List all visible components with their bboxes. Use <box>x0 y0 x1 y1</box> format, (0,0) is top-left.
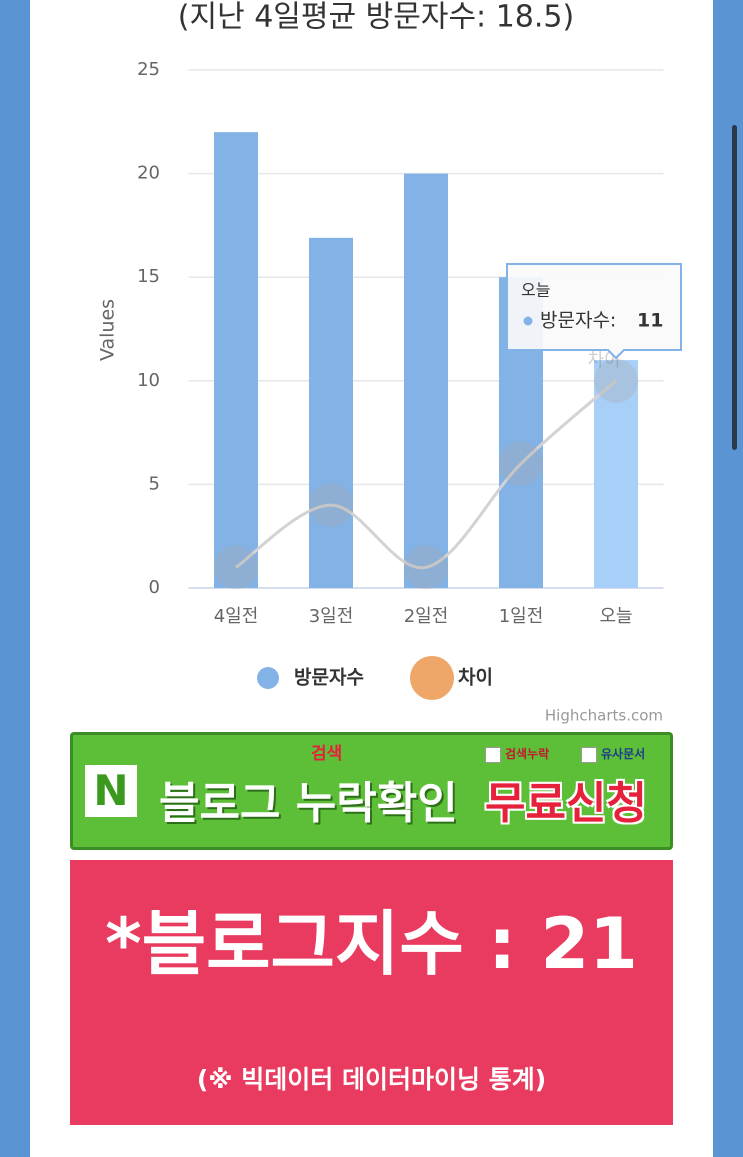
index-box: *블로그지수 : 21 (※ 빅데이터 데이터마이닝 통계) <box>70 860 673 1125</box>
tooltip-box <box>506 263 682 360</box>
legend-label: 차이 <box>458 667 493 689</box>
check-text: 검색누락 <box>505 747 550 761</box>
line <box>235 379 617 570</box>
x-tick-label: 오늘 <box>599 606 632 627</box>
credits[interactable]: Highcharts.com <box>545 707 663 725</box>
bar <box>594 360 638 588</box>
tooltip-text: 방문자수: <box>540 310 616 332</box>
promo-banner[interactable]: N 검색 검색누락 유사문서 블로그 누락확인 무료신청 <box>70 732 673 850</box>
chart: (지난 4일평균 방문자수: 18.5) Values Highcharts.c… <box>97 0 682 725</box>
banner-text: 블로그 누락확인 <box>159 778 458 829</box>
legend-symbol <box>410 656 454 700</box>
y-tick-label: 20 <box>137 163 160 184</box>
y-tick-label: 15 <box>137 266 160 287</box>
x-tick-label: 1일전 <box>499 606 544 627</box>
y-axis-label: Values <box>97 299 119 361</box>
x-tick-label: 4일전 <box>214 606 259 627</box>
logo: N <box>85 765 137 817</box>
y-tick-label: 0 <box>149 577 160 598</box>
tooltip-dot <box>523 316 533 326</box>
y-tick-label: 5 <box>149 473 160 494</box>
x-tick-label: 3일전 <box>309 606 354 627</box>
bar <box>404 173 448 588</box>
bar <box>309 237 353 588</box>
point <box>309 483 353 528</box>
tooltip-title: 오늘 <box>521 281 550 300</box>
check-label: 검색누락 <box>485 745 549 763</box>
x-tick-label: 2일전 <box>404 606 449 627</box>
index-title: *블로그지수 : 21 <box>105 903 638 985</box>
point <box>499 441 543 486</box>
search-label: 검색 <box>311 744 343 764</box>
scrollbar[interactable] <box>732 125 737 450</box>
tooltip-value: 11 <box>637 310 663 332</box>
legend-symbol <box>257 667 279 689</box>
chart-title: (지난 4일평균 방문자수: 18.5) <box>178 0 574 35</box>
check-text: 유사문서 <box>601 747 646 761</box>
bar <box>214 132 258 588</box>
point <box>214 545 258 590</box>
y-tick-label: 10 <box>137 370 160 391</box>
index-note: (※ 빅데이터 데이터마이닝 통계) <box>196 1065 547 1094</box>
point <box>594 358 638 403</box>
y-tick-label: 25 <box>137 59 160 80</box>
banner-action[interactable]: 무료신청 <box>485 778 647 829</box>
check-label: 유사문서 <box>581 745 645 763</box>
point <box>404 545 448 590</box>
legend-label: 방문자수 <box>294 667 364 689</box>
